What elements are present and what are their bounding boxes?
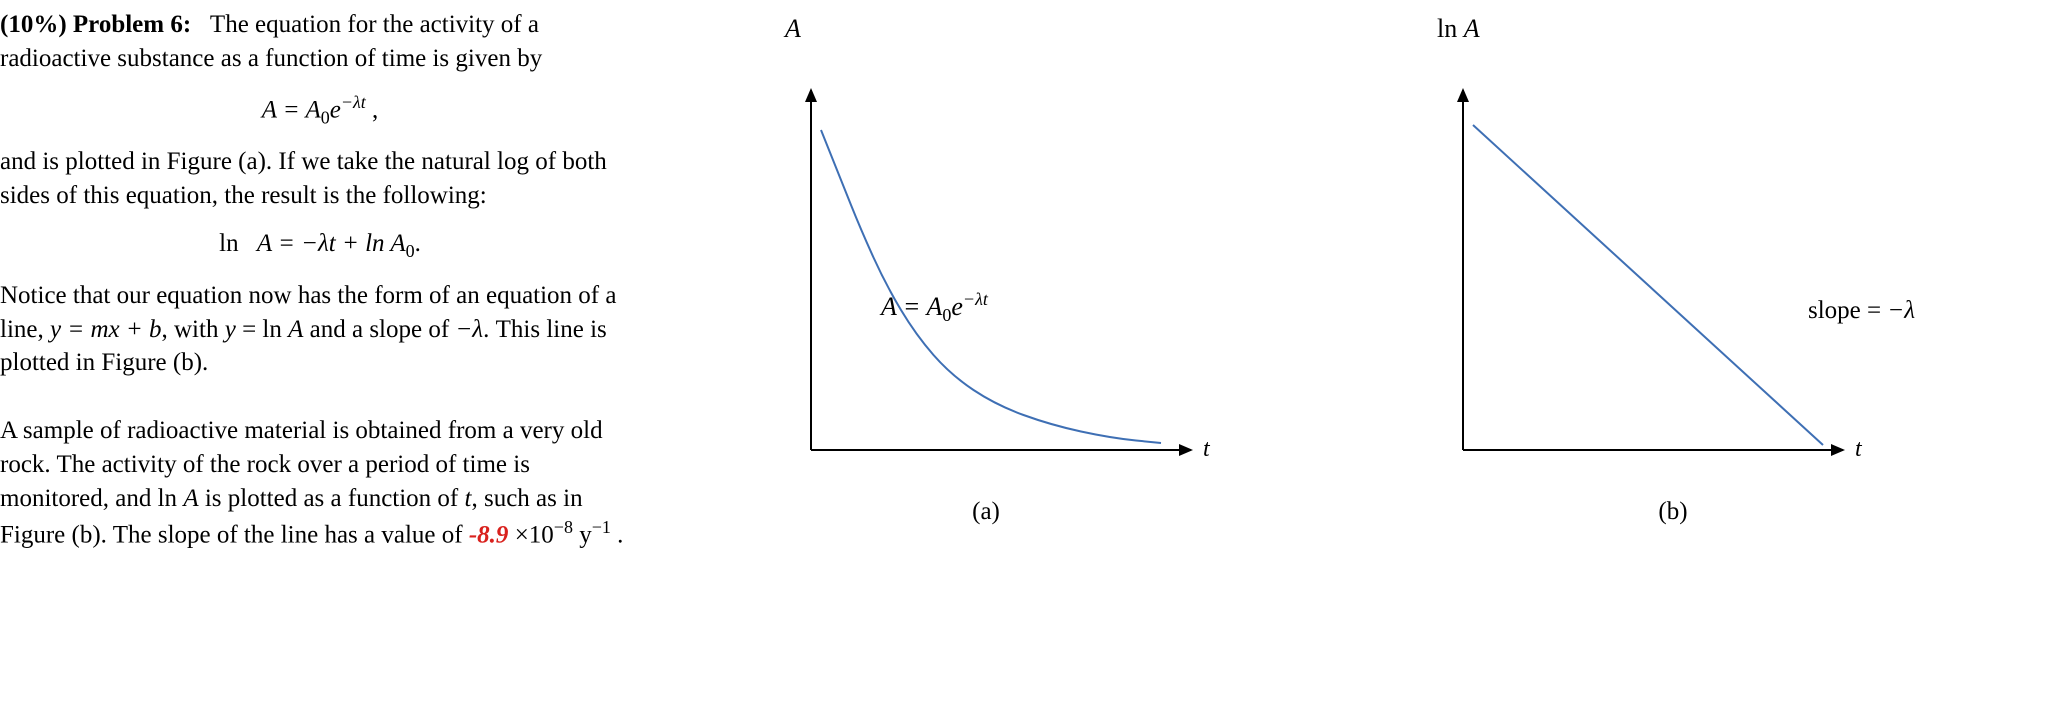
figure-a-svg: t A = A0e−λt	[751, 50, 1221, 470]
mid2-b: , with	[162, 316, 225, 343]
fa-anno-prefix: A = A	[879, 292, 942, 321]
mid-para-2: Notice that our equation now has the for…	[0, 279, 640, 380]
figure-b-annotation: slope = −λ	[1808, 297, 1915, 324]
figure-b-line	[1473, 125, 1823, 445]
p3-A: A	[183, 485, 198, 512]
figure-a-xlabel: t	[1203, 436, 1211, 462]
eq1-A: A	[305, 96, 320, 123]
fa-anno-e: e	[951, 292, 963, 321]
p3-b: is plotted as a function of	[199, 485, 465, 512]
eq1-e: e	[330, 96, 341, 123]
eq1-sub0: 0	[321, 107, 330, 127]
problem-heading: (10%) Problem 6:	[0, 11, 191, 38]
figure-a: A t A = A0e−λt	[751, 14, 1221, 526]
problem-text-column: (10%) Problem 6: The equation for the ac…	[0, 8, 660, 698]
mid2-linepre: y = mx + b	[50, 316, 162, 343]
figure-b-ylabel-A: A	[1464, 14, 1480, 43]
figure-a-curve	[821, 130, 1161, 443]
fa-anno-exp: −λt	[963, 289, 989, 309]
mid-para-1: and is plotted in Figure (a). If we take…	[0, 145, 640, 213]
equation-2: ln A = −λt + ln A0.	[0, 227, 640, 263]
figure-b-xlabel: t	[1855, 436, 1863, 462]
eq2-rhs: −λt + ln A	[301, 230, 406, 257]
eq2-equals: =	[278, 230, 301, 257]
figure-b: ln A t slope = −λ (b)	[1403, 14, 1943, 526]
mid2-with-wrap: y = ln A	[225, 316, 304, 343]
figure-a-ylabel: A	[751, 14, 801, 44]
eq1-lhs: A	[262, 96, 277, 123]
slope-tail: .	[611, 522, 624, 549]
svg-text:A = A0e−λt: A = A0e−λt	[879, 289, 989, 325]
figure-a-annotation: A = A0e−λt	[879, 289, 989, 325]
figure-b-ylabel: ln A	[1403, 14, 1480, 44]
mid2-slope: −λ	[455, 316, 483, 343]
figures-column: A t A = A0e−λt	[660, 8, 2034, 698]
equation-1: A = A0e−λt ,	[0, 90, 640, 130]
mid2-c: and a slope of	[303, 316, 455, 343]
eq1-equals: =	[283, 96, 306, 123]
slope-value: -8.9	[469, 522, 509, 549]
p3-ln: ln	[158, 485, 177, 512]
eq2-sub0: 0	[406, 241, 415, 261]
slope-times: ×10	[508, 522, 553, 549]
intro-line2: radioactive substance as a function of t…	[0, 45, 542, 72]
fa-anno-sub: 0	[942, 305, 951, 325]
page-root: (10%) Problem 6: The equation for the ac…	[0, 0, 2046, 706]
eq2-A: A	[257, 230, 272, 257]
eq1-tail: ,	[372, 96, 378, 123]
figure-b-svg: t slope = −λ	[1403, 50, 1943, 470]
slope-exp: −8	[554, 517, 573, 537]
eq2-tail: .	[415, 230, 421, 257]
intro-line1: The equation for the activity of a	[210, 11, 539, 38]
eq1-exp: −λt	[341, 92, 366, 112]
slope-unit-pre: y	[573, 522, 592, 549]
eq2-ln: ln	[219, 230, 238, 257]
slope-unit-exp: −1	[592, 517, 611, 537]
para-3: A sample of radioactive material is obta…	[0, 414, 640, 552]
figure-a-caption: (a)	[972, 498, 1000, 526]
problem-intro: (10%) Problem 6: The equation for the ac…	[0, 8, 640, 76]
figure-b-caption: (b)	[1658, 498, 1687, 526]
